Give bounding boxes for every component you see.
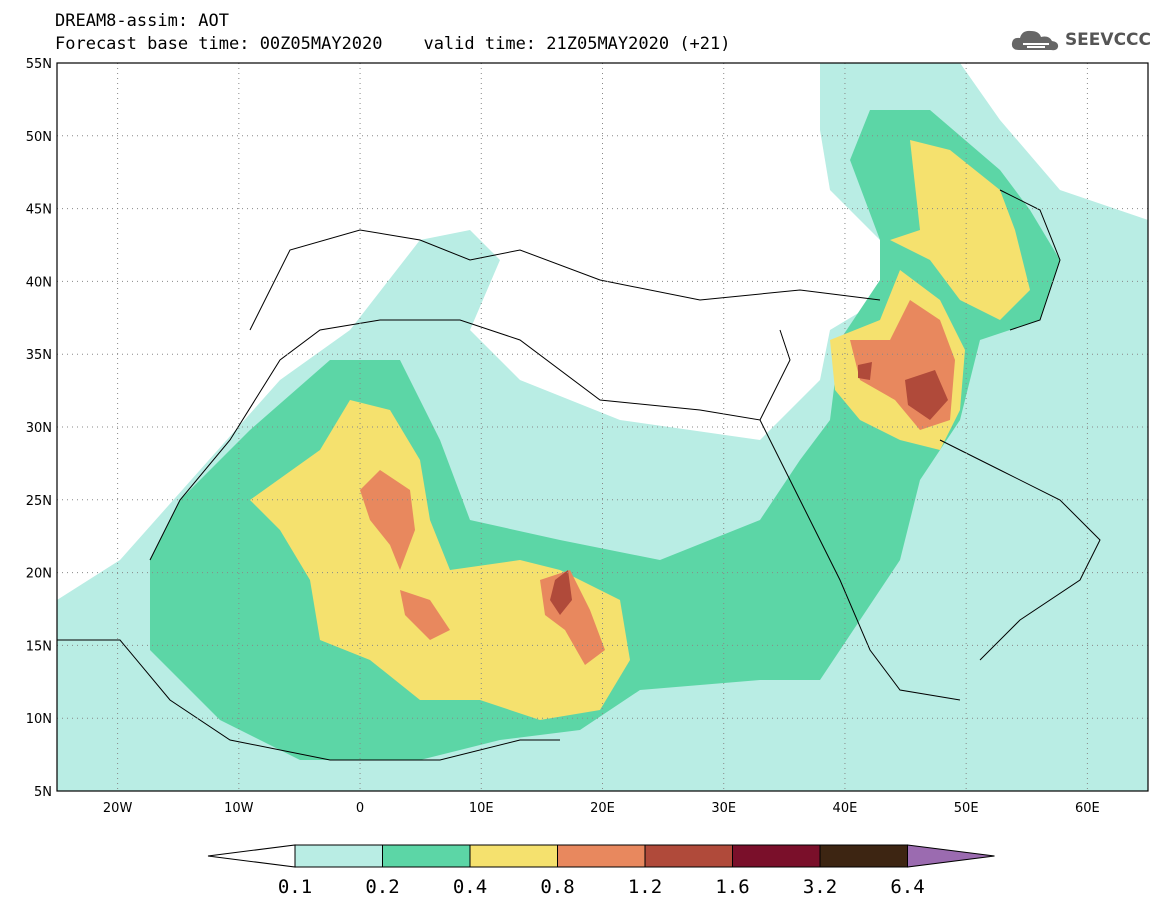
aot-0.4-area-sahara bbox=[250, 400, 630, 720]
colorbar-swatch bbox=[644, 844, 733, 868]
colorbar-label: 0.2 bbox=[365, 876, 399, 898]
colorbar-label: 1.6 bbox=[715, 876, 749, 898]
seevccc-logo: SEEVCCC bbox=[1009, 26, 1151, 54]
colorbar-swatch bbox=[557, 844, 646, 868]
lat-label: 30N bbox=[26, 421, 52, 436]
red-sea-coast bbox=[759, 419, 961, 701]
lat-label: 10N bbox=[26, 712, 52, 727]
colorbar-label: 3.2 bbox=[803, 876, 837, 898]
colorbar-max-arrow bbox=[907, 844, 995, 868]
lat-label: 5N bbox=[34, 785, 52, 800]
lon-label: 10W bbox=[224, 801, 254, 816]
lat-label: 25N bbox=[26, 494, 52, 509]
lon-label: 60E bbox=[1075, 801, 1100, 816]
colorbar-swatch bbox=[819, 844, 908, 868]
map-grid bbox=[57, 63, 1148, 791]
colorbar-swatch bbox=[469, 844, 558, 868]
forecast-time-info: Forecast base time: 00Z05MAY2020 valid t… bbox=[55, 34, 731, 54]
colorbar-swatch bbox=[382, 844, 471, 868]
south-europe-coast bbox=[249, 229, 881, 331]
lon-label: 50E bbox=[954, 801, 979, 816]
lon-label: 10E bbox=[469, 801, 494, 816]
lon-label: 40E bbox=[833, 801, 858, 816]
colorbar-label: 0.8 bbox=[540, 876, 574, 898]
colorbar-label: 6.4 bbox=[890, 876, 924, 898]
colorbar-label: 0.1 bbox=[278, 876, 312, 898]
colorbar-label: 0.4 bbox=[453, 876, 487, 898]
aot-1.2-area-iraq bbox=[905, 370, 948, 420]
lon-label: 0 bbox=[356, 801, 364, 816]
lat-label: 40N bbox=[26, 275, 52, 290]
lat-label: 20N bbox=[26, 567, 52, 582]
lon-label: 30E bbox=[711, 801, 736, 816]
logo-text: SEEVCCC bbox=[1064, 30, 1151, 50]
caspian-coast bbox=[999, 189, 1061, 331]
lon-label: 20W bbox=[103, 801, 133, 816]
cloud-icon bbox=[1011, 30, 1059, 51]
coastlines bbox=[57, 189, 1101, 761]
gulf-of-guinea-coast bbox=[57, 639, 560, 761]
colorbar-swatch bbox=[732, 844, 821, 868]
lon-label: 20E bbox=[590, 801, 615, 816]
aot-1.2-area-syria bbox=[858, 362, 872, 380]
arabian-gulf-coast bbox=[939, 439, 1101, 661]
colorbar-min-arrow bbox=[207, 844, 296, 868]
chart-title: DREAM8-assim: AOT bbox=[55, 11, 229, 31]
colorbar-swatch bbox=[294, 844, 383, 868]
lat-label: 50N bbox=[26, 130, 52, 145]
aot-0.8-area-niger bbox=[400, 590, 450, 640]
lat-label: 55N bbox=[26, 57, 52, 72]
colorbar: 0.1 0.2 0.4 0.8 1.2 1.6 3.2 6.4 bbox=[207, 844, 995, 898]
lat-label: 15N bbox=[26, 639, 52, 654]
aot-0.8-area-mali bbox=[360, 470, 415, 570]
lat-label: 35N bbox=[26, 348, 52, 363]
lat-label: 45N bbox=[26, 203, 52, 218]
latitude-labels: 55N 50N 45N 40N 35N 30N 25N 20N 15N 10N 5N bbox=[26, 57, 52, 800]
aot-0.4-area-caspian bbox=[890, 140, 1030, 320]
aot-1.2-area-chad bbox=[550, 570, 572, 615]
colorbar-label: 1.2 bbox=[628, 876, 662, 898]
map-frame bbox=[56, 62, 1149, 792]
longitude-labels: 20W 10W 0 10E 20E 30E 40E 50E 60E bbox=[103, 801, 1100, 816]
